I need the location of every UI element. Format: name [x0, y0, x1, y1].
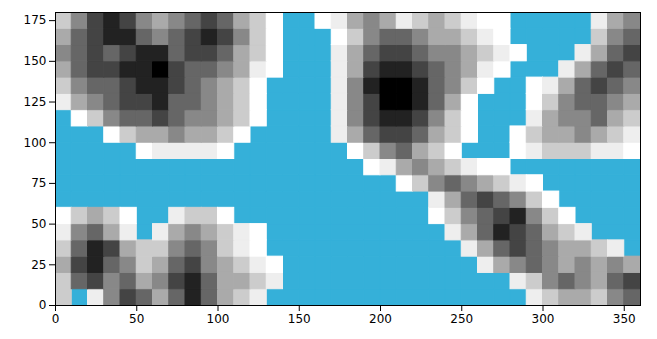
svg-text:25: 25 — [31, 258, 46, 272]
svg-text:350: 350 — [613, 312, 636, 326]
svg-text:250: 250 — [450, 312, 473, 326]
svg-text:50: 50 — [31, 217, 46, 231]
svg-text:150: 150 — [288, 312, 311, 326]
svg-text:175: 175 — [24, 13, 47, 27]
svg-text:75: 75 — [31, 176, 46, 190]
svg-text:100: 100 — [207, 312, 230, 326]
svg-text:0: 0 — [39, 298, 47, 312]
svg-text:100: 100 — [24, 136, 47, 150]
svg-text:150: 150 — [24, 54, 47, 68]
svg-text:200: 200 — [369, 312, 392, 326]
svg-text:0: 0 — [52, 312, 60, 326]
svg-text:125: 125 — [24, 95, 47, 109]
svg-text:300: 300 — [532, 312, 555, 326]
svg-text:50: 50 — [129, 312, 144, 326]
